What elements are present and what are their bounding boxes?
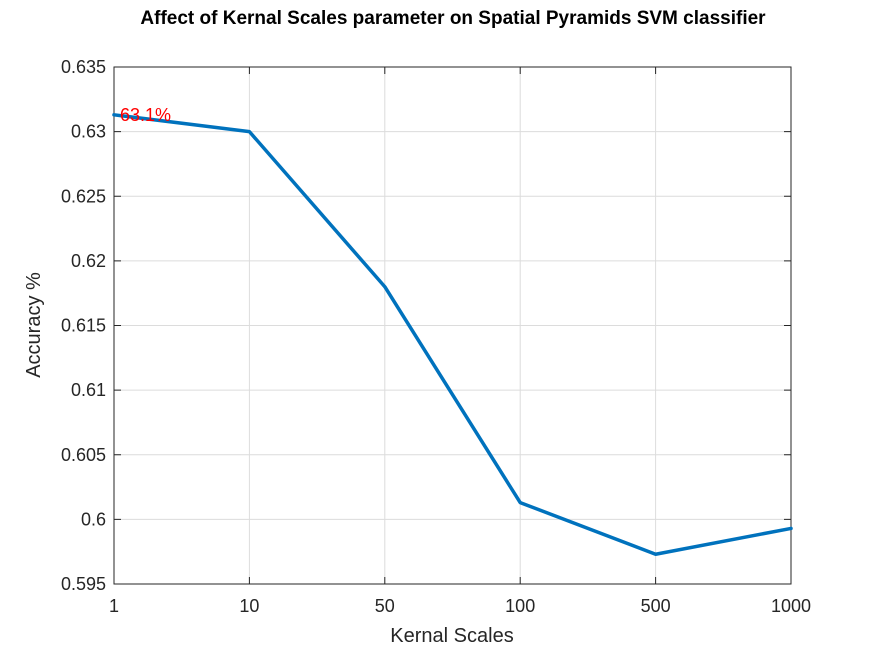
x-tick-label: 10 [239,596,259,616]
series-line [112,113,793,557]
x-tick-label: 1000 [771,596,811,616]
y-tick-label: 0.61 [71,380,106,400]
x-axis-ticks: 1 10 50 100 500 1000 [109,67,811,616]
series-group: 63.1% [112,105,793,557]
y-axis-ticks: 0.595 0.6 0.605 0.61 0.615 0.62 0.625 0.63 0.635 [61,57,791,594]
y-axis-label: Accuracy % [23,272,45,378]
grid [114,67,791,584]
x-tick-label: 50 [375,596,395,616]
x-tick-label: 1 [109,596,119,616]
data-label-annotation: 63.1% [120,105,171,125]
chart-title: Affect of Kernal Scales parameter on Spa… [140,8,766,29]
y-tick-label: 0.63 [71,122,106,142]
y-tick-label: 0.6 [81,509,106,529]
y-tick-label: 0.605 [61,445,106,465]
y-tick-label: 0.625 [61,186,106,206]
x-axis-label: Kernal Scales [390,625,513,647]
y-tick-label: 0.62 [71,251,106,271]
y-tick-label: 0.615 [61,316,106,336]
x-tick-label: 500 [641,596,671,616]
x-tick-label: 100 [505,596,535,616]
y-tick-label: 0.635 [61,57,106,77]
y-tick-label: 0.595 [61,574,106,594]
